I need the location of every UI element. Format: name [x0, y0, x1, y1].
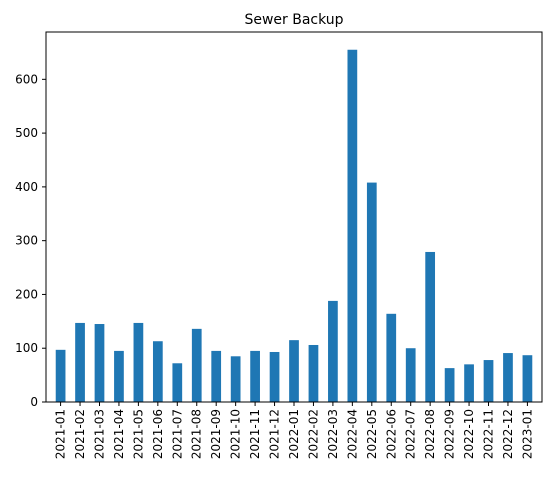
bar-2022-06	[386, 313, 397, 402]
bar-2021-10	[230, 356, 241, 402]
x-tick-label: 2022-04	[345, 409, 359, 459]
y-tick-label: 200	[15, 287, 38, 301]
bar-2021-02	[75, 322, 85, 402]
x-tick-label: 2021-08	[190, 409, 204, 459]
bar-2021-01	[55, 349, 66, 402]
x-tick-label: 2022-12	[501, 409, 515, 459]
x-tick-label: 2022-01	[287, 409, 301, 459]
bar-2022-09	[444, 368, 455, 402]
x-tick-label: 2022-02	[306, 409, 320, 459]
bar-2023-01	[522, 355, 533, 402]
bar-2022-03	[328, 300, 338, 402]
bar-2021-04	[114, 350, 124, 402]
y-tick-label: 500	[15, 126, 38, 140]
bar-2021-06	[152, 341, 163, 402]
bar-2022-05	[366, 182, 377, 402]
bar-2021-12	[269, 351, 280, 402]
x-tick-label: 2022-06	[384, 409, 398, 459]
x-tick-label: 2023-01	[520, 409, 534, 459]
x-tick-label: 2022-07	[404, 409, 418, 459]
x-tick-label: 2021-06	[151, 409, 165, 459]
x-tick-label: 2022-03	[326, 409, 340, 459]
y-tick-label: 300	[15, 234, 38, 248]
bar-2021-11	[250, 350, 260, 402]
x-tick-label: 2021-10	[229, 409, 243, 459]
x-tick-label: 2022-09	[443, 409, 457, 459]
bar-2022-12	[503, 353, 513, 402]
y-tick-label: 100	[15, 341, 38, 355]
y-tick-label: 0	[30, 395, 38, 409]
bar-2022-04	[347, 49, 358, 402]
x-tick-label: 2022-11	[482, 409, 496, 459]
x-tick-label: 2022-05	[365, 409, 379, 459]
x-axis: 2021-01 2021-02 2021-03 2021-04 2021-05 2021-…	[54, 402, 534, 459]
bar-2022-07	[405, 348, 416, 402]
bar-2022-01	[289, 340, 299, 402]
x-tick-label: 2022-10	[462, 409, 476, 459]
x-tick-label: 2022-08	[423, 409, 437, 459]
bar-2021-03	[94, 324, 105, 402]
bars-group	[55, 49, 533, 402]
bar-2021-05	[133, 322, 144, 402]
bar-2022-08	[425, 251, 436, 402]
y-axis: 0 100 200 300 400 500 600	[15, 72, 46, 409]
y-tick-label: 600	[15, 72, 38, 86]
x-tick-label: 2021-12	[268, 409, 282, 459]
x-tick-label: 2021-07	[170, 409, 184, 459]
x-tick-label: 2021-01	[54, 409, 68, 459]
bar-2022-02	[308, 344, 319, 402]
x-tick-label: 2021-05	[131, 409, 145, 459]
x-tick-label: 2021-02	[73, 409, 87, 459]
x-tick-label: 2021-04	[112, 409, 126, 459]
bar-2022-11	[483, 360, 494, 402]
x-tick-label: 2021-03	[92, 409, 106, 459]
x-tick-label: 2021-09	[209, 409, 223, 459]
bar-2021-09	[211, 350, 222, 402]
bar-2022-10	[464, 364, 474, 402]
x-tick-label: 2021-11	[248, 409, 262, 459]
bar-2021-07	[172, 363, 183, 402]
y-tick-label: 400	[15, 180, 38, 194]
bar-2021-08	[191, 328, 202, 402]
chart-title: Sewer Backup	[244, 12, 343, 28]
plot-frame	[45, 31, 543, 403]
